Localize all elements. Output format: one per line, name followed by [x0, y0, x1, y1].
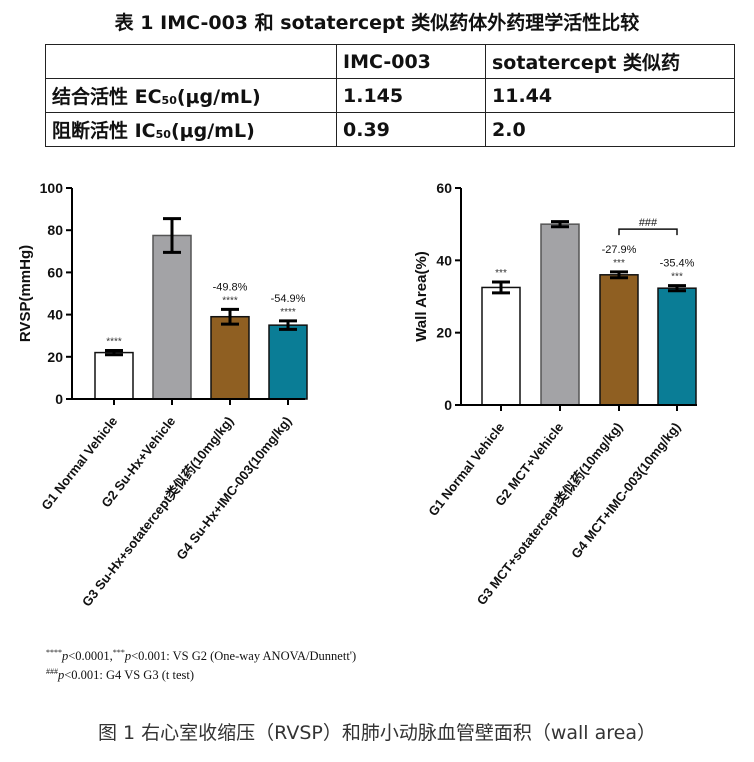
cell: 2.0 [485, 112, 735, 147]
percent-label: -54.9% [271, 293, 306, 305]
y-tick-label: 40 [436, 252, 452, 268]
row-label: 阻断活性 IC50(μg/mL) [45, 112, 337, 147]
header-cell: IMC-003 [336, 44, 486, 79]
bar [268, 324, 308, 400]
table-row: 结合活性 EC50(μg/mL) 1.145 11.44 [45, 78, 735, 113]
y-tick-label: 20 [436, 325, 452, 341]
percent-label: -35.4% [660, 258, 695, 270]
table-header-row: IMC-003 sotatercept 类似药 [45, 44, 735, 79]
bar [94, 351, 134, 400]
y-tick-label: 40 [47, 307, 63, 323]
x-tick-label: G4 Su-Hx+IMC-003(10mg/kg) [173, 414, 294, 563]
y-axis-label: Wall Area(%) [413, 251, 430, 342]
y-tick-label: 60 [436, 180, 452, 196]
comparison-bracket [618, 228, 678, 236]
bar [657, 287, 697, 406]
x-tick-label: G4 MCT+IMC-003(10mg/kg) [568, 420, 683, 562]
cell: 11.44 [485, 78, 735, 113]
figure-caption: 图 1 右心室收缩压（RVSP）和肺小动脉血管壁面积（wall area） [98, 722, 656, 744]
table-row: 阻断活性 IC50(μg/mL) 0.39 2.0 [45, 112, 735, 147]
y-axis-label: RVSP(mmHg) [17, 245, 34, 342]
header-cell [45, 44, 337, 79]
significance-label: **** [222, 295, 238, 306]
significance-label: *** [671, 272, 683, 283]
footnote-1: ****p<0.0001,***p<0.001: VS G2 (One-way … [46, 648, 357, 663]
percent-label: -27.9% [602, 244, 637, 256]
y-tick-label: 0 [55, 391, 63, 407]
bar [152, 234, 192, 400]
cell: 1.145 [336, 78, 486, 113]
footnote-2: ###p<0.001: G4 VS G3 (t test) [46, 667, 194, 682]
bar [540, 223, 580, 406]
bar [210, 315, 250, 400]
y-tick-label: 0 [444, 397, 452, 413]
bar [481, 286, 521, 406]
y-tick-label: 100 [40, 180, 64, 196]
cell: 0.39 [336, 112, 486, 147]
table-title: 表 1 IMC-003 和 sotatercept 类似药体外药理学活性比较 [114, 12, 640, 34]
row-label: 结合活性 EC50(μg/mL) [45, 78, 337, 113]
header-cell: sotatercept 类似药 [485, 44, 735, 79]
x-tick-label: G1 Normal Vehicle [425, 420, 507, 519]
bracket-label: ### [639, 217, 658, 229]
significance-label: **** [106, 336, 122, 347]
bar [599, 274, 639, 406]
percent-label: -49.8% [213, 281, 248, 293]
y-tick-label: 20 [47, 349, 63, 365]
significance-label: *** [495, 268, 507, 279]
activity-table: IMC-003 sotatercept 类似药 结合活性 EC50(μg/mL) 1… [45, 44, 735, 147]
significance-label: *** [613, 258, 625, 269]
y-tick-label: 60 [47, 264, 63, 280]
y-tick-label: 80 [47, 222, 63, 238]
significance-label: **** [280, 307, 296, 318]
